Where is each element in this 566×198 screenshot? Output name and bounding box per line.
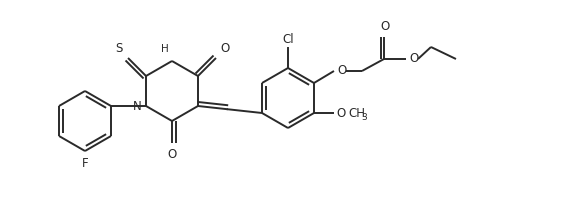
Text: O: O [337,64,346,76]
Text: S: S [115,42,123,55]
Text: H: H [161,44,169,54]
Text: O: O [220,42,229,55]
Text: O: O [336,107,345,120]
Text: O: O [168,148,177,161]
Text: 3: 3 [361,112,367,122]
Text: O: O [380,20,389,33]
Text: Cl: Cl [282,33,294,46]
Text: O: O [409,52,418,66]
Text: N: N [133,101,142,113]
Text: CH: CH [348,107,365,120]
Text: F: F [82,157,88,170]
